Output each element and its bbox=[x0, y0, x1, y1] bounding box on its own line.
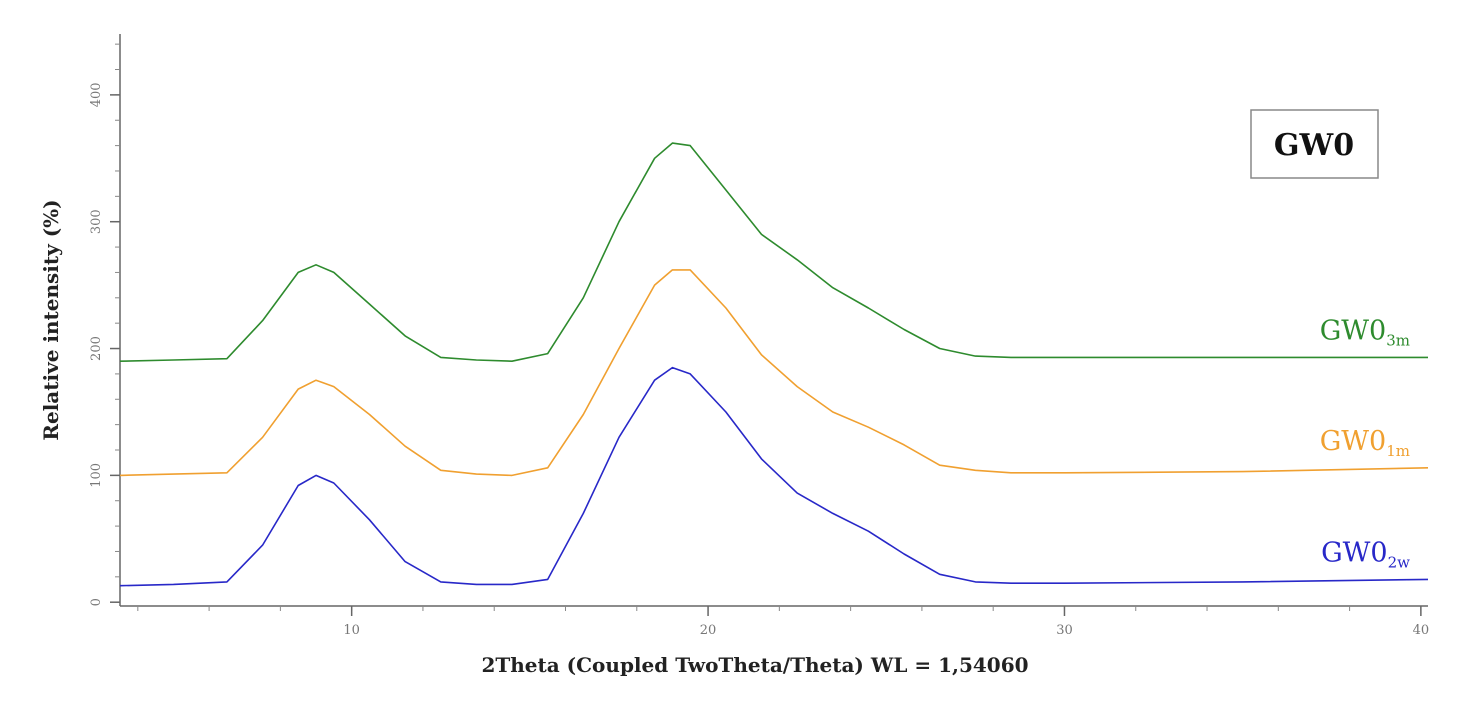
axes: 10 20 30 40 0 100 200 300 400 bbox=[89, 34, 1429, 638]
series-label-3m: GW03m bbox=[1320, 315, 1410, 349]
minor-ticks bbox=[115, 43, 1422, 611]
y-axis-title: Relative intensity (%) bbox=[39, 199, 63, 440]
y-tick-label: 100 bbox=[89, 463, 104, 488]
series-label-subscript: 3m bbox=[1386, 331, 1410, 349]
series-label-name: GW0 bbox=[1321, 537, 1388, 568]
y-ticks: 0 100 200 300 400 bbox=[89, 82, 120, 606]
sample-label-text: GW0 bbox=[1274, 128, 1354, 163]
series-lines bbox=[119, 142, 1429, 587]
x-tick-label: 30 bbox=[1056, 623, 1073, 638]
series-label-subscript: 1m bbox=[1386, 442, 1410, 460]
y-tick-label: 0 bbox=[89, 598, 104, 606]
series-label-name: GW0 bbox=[1320, 315, 1387, 346]
series-label-name: GW0 bbox=[1320, 426, 1387, 457]
x-ticks: 10 20 30 40 bbox=[343, 606, 1429, 638]
series-line-3m bbox=[119, 142, 1428, 363]
x-axis-title: 2Theta (Coupled TwoTheta/Theta) WL = 1,5… bbox=[481, 653, 1028, 677]
series-label-subscript: 2w bbox=[1388, 553, 1411, 571]
series-line-1m bbox=[119, 269, 1429, 477]
x-tick-label: 10 bbox=[343, 623, 360, 638]
x-tick-label: 40 bbox=[1413, 623, 1430, 638]
x-tick-label: 20 bbox=[700, 623, 717, 638]
y-tick-label: 200 bbox=[89, 336, 104, 361]
sample-label-box: GW0 bbox=[1250, 109, 1379, 179]
y-tick-label: 400 bbox=[89, 82, 104, 107]
series-line-2w bbox=[119, 366, 1429, 587]
series-label-2w: GW02w bbox=[1321, 537, 1410, 571]
series-label-1m: GW01m bbox=[1320, 426, 1410, 460]
y-tick-label: 300 bbox=[89, 209, 104, 234]
sample-label-box-frame bbox=[1250, 109, 1379, 179]
